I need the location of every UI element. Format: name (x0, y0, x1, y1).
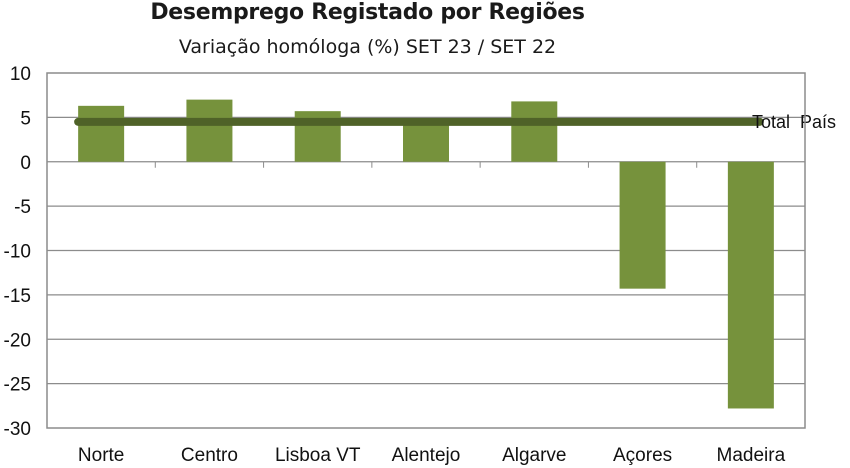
y-tick-label: -15 (4, 286, 31, 307)
x-tick-label: Centro (181, 445, 238, 466)
y-tick-label: -30 (4, 419, 31, 440)
y-tick-label: 5 (20, 108, 31, 129)
bar-centro (186, 99, 233, 162)
y-tick-label: -10 (4, 242, 31, 263)
x-tick-label: Algarve (502, 445, 566, 466)
y-tick-label: -20 (4, 330, 31, 351)
bar-algarve (511, 101, 558, 162)
x-tick-label: Alentejo (392, 445, 461, 466)
bar-açores (619, 161, 666, 289)
x-tick-label: Norte (78, 445, 124, 466)
y-tick-label: -25 (4, 375, 31, 396)
x-tick-label: Lisboa VT (275, 445, 361, 466)
x-tick-label: Madeira (717, 445, 786, 466)
x-tick-label: Açores (613, 445, 672, 466)
y-tick-label: 10 (10, 64, 31, 85)
reference-line-group: Total País (74, 112, 836, 132)
bar-madeira (727, 161, 774, 409)
y-tick-label: -5 (14, 197, 31, 218)
plot-frame (46, 72, 806, 429)
bar-alentejo (403, 122, 449, 162)
chart-subtitle: Variação homóloga (%) SET 23 / SET 22 (178, 36, 557, 58)
axes: 10 5 0 -5 -10 -15 -20 -25 -30 Norte Centro Lisboa V… (4, 64, 806, 466)
reference-line-label: Total País (752, 112, 836, 132)
bars (78, 99, 774, 409)
chart-title: Desemprego Registado por Regiões (150, 0, 585, 25)
bar-norte (78, 105, 125, 162)
y-tick-label: 0 (20, 153, 31, 174)
